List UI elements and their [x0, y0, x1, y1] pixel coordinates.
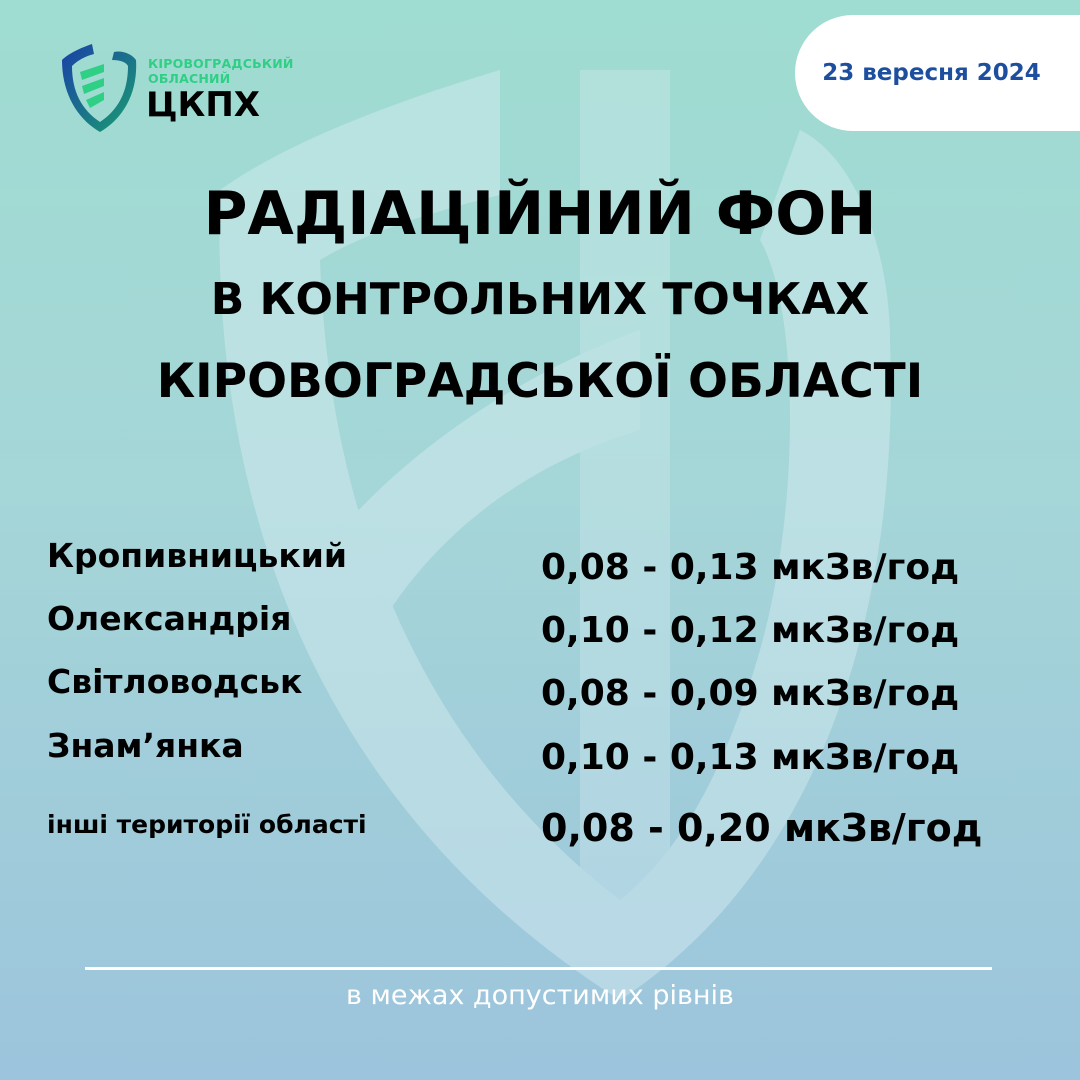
place-label: Знам’янка [47, 726, 244, 765]
logo-name: ЦКПХ [146, 85, 261, 125]
place-label: Олександрія [47, 599, 292, 638]
divider [85, 967, 992, 970]
shield-watermark-icon [219, 70, 891, 1000]
place-label: Кропивницький [47, 536, 347, 575]
place-label: інші території області [47, 810, 367, 839]
radiation-value: 0,08 - 0,20 мкЗв/год [541, 806, 983, 850]
date-badge: 23 вересня 2024 [795, 15, 1080, 131]
logo-text-line1: КІРОВОГРАДСЬКИЙ [148, 56, 294, 71]
radiation-value: 0,08 - 0,09 мкЗв/год [541, 673, 960, 714]
page-subtitle-line1: В КОНТРОЛЬНИХ ТОЧКАХ [210, 274, 870, 325]
logo-text-line2: ОБЛАСНИЙ [148, 71, 231, 86]
radiation-value: 0,10 - 0,12 мкЗв/год [541, 610, 960, 651]
radiation-value: 0,10 - 0,13 мкЗв/год [541, 737, 960, 778]
place-label: Світловодськ [47, 662, 303, 701]
date-text: 23 вересня 2024 [822, 60, 1041, 86]
page-title: РАДІАЦІЙНИЙ ФОН [203, 179, 877, 249]
ckph-logo-icon [62, 44, 137, 132]
page-subtitle-line2: КІРОВОГРАДСЬКОЇ ОБЛАСТІ [156, 354, 924, 409]
radiation-value: 0,08 - 0,13 мкЗв/год [541, 547, 960, 588]
footer-note: в межах допустимих рівнів [346, 980, 734, 1011]
